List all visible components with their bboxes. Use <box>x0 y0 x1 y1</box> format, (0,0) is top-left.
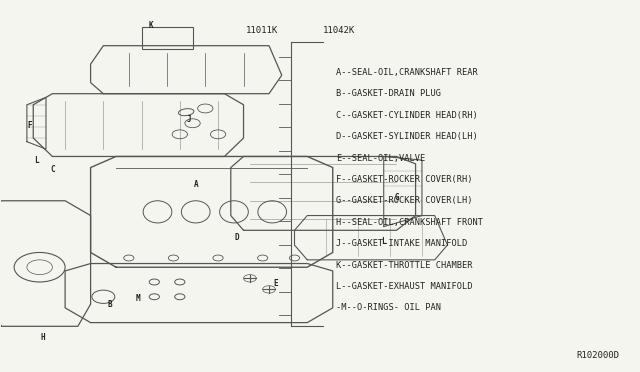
Text: G--GASKET-ROCKER COVER(LH): G--GASKET-ROCKER COVER(LH) <box>336 196 472 205</box>
Text: L: L <box>381 237 386 246</box>
Text: H--SEAL-OIL,CRANKSHAFT FRONT: H--SEAL-OIL,CRANKSHAFT FRONT <box>336 218 483 227</box>
Text: B: B <box>108 300 112 309</box>
Text: F--GASKET-ROCKER COVER(RH): F--GASKET-ROCKER COVER(RH) <box>336 175 472 184</box>
Text: C--GASKET-CYLINDER HEAD(RH): C--GASKET-CYLINDER HEAD(RH) <box>336 111 477 120</box>
Text: J--GASKET-INTAKE MANIFOLD: J--GASKET-INTAKE MANIFOLD <box>336 239 467 248</box>
Text: R102000D: R102000D <box>577 350 620 359</box>
Text: C: C <box>50 165 54 174</box>
Text: 11042K: 11042K <box>323 26 355 35</box>
Text: D--GASKET-SYLINDER HEAD(LH): D--GASKET-SYLINDER HEAD(LH) <box>336 132 477 141</box>
Text: D: D <box>235 233 239 242</box>
Text: G: G <box>394 193 399 202</box>
Text: K: K <box>149 21 154 30</box>
Text: E--SEAL-OIL,VALVE: E--SEAL-OIL,VALVE <box>336 154 425 163</box>
Text: L--GASKET-EXHAUST MANIFOLD: L--GASKET-EXHAUST MANIFOLD <box>336 282 472 291</box>
Text: K--GASKET-THROTTLE CHAMBER: K--GASKET-THROTTLE CHAMBER <box>336 260 472 270</box>
Text: J: J <box>187 115 192 124</box>
Bar <box>141 27 193 49</box>
Text: L: L <box>34 155 39 165</box>
Text: M: M <box>136 294 141 303</box>
Text: B--GASKET-DRAIN PLUG: B--GASKET-DRAIN PLUG <box>336 89 441 98</box>
Text: -M--O-RINGS- OIL PAN: -M--O-RINGS- OIL PAN <box>336 304 441 312</box>
Text: A: A <box>193 180 198 189</box>
Text: A--SEAL-OIL,CRANKSHAFT REAR: A--SEAL-OIL,CRANKSHAFT REAR <box>336 68 477 77</box>
Text: F: F <box>28 121 33 129</box>
Text: H: H <box>40 333 45 342</box>
Text: 11011K: 11011K <box>246 26 278 35</box>
Text: E: E <box>273 279 278 288</box>
